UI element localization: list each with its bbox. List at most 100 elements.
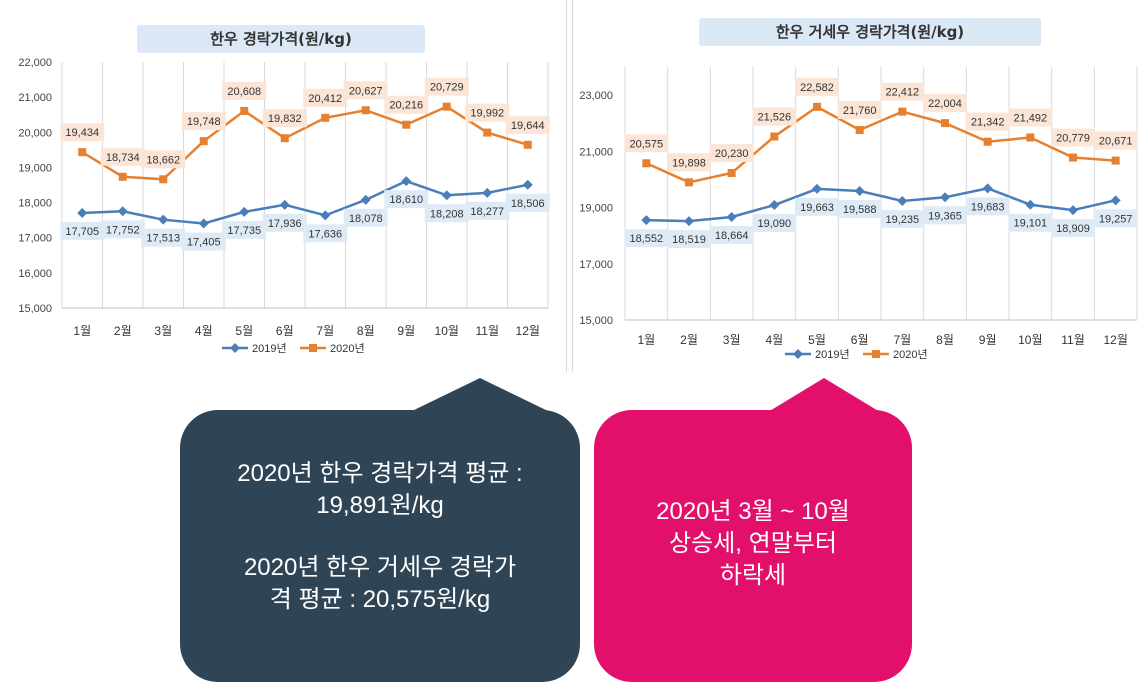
- data-point: [78, 148, 87, 157]
- y-tick-label: 15,000: [579, 315, 613, 327]
- data-label-bg: [100, 220, 145, 239]
- callout-tail: [410, 378, 550, 412]
- callout-line: 상승세, 연말부터: [669, 530, 837, 557]
- x-tick-label: 10월: [435, 324, 459, 338]
- data-label: 19,588: [843, 204, 877, 216]
- data-label: 18,078: [349, 213, 383, 225]
- series-line: [81, 105, 529, 181]
- data-point: [401, 176, 412, 187]
- data-point: [239, 206, 250, 217]
- data-point: [279, 199, 290, 210]
- data-point: [1111, 156, 1120, 165]
- legend-label: 2019년: [252, 342, 287, 355]
- data-label-bg: [624, 229, 669, 248]
- data-label-bg: [303, 88, 348, 107]
- data-label: 17,405: [187, 236, 221, 248]
- data-label-bg: [1008, 108, 1053, 127]
- data-point: [726, 212, 737, 223]
- x-tick-label: 6월: [276, 324, 294, 338]
- data-point: [280, 134, 289, 143]
- x-tick-label: 8월: [936, 333, 954, 347]
- data-label: 21,526: [758, 112, 792, 124]
- data-label-bg: [141, 228, 186, 247]
- data-point: [983, 137, 992, 146]
- data-point: [641, 215, 652, 226]
- x-tick-label: 2월: [680, 333, 698, 347]
- data-label: 19,434: [65, 127, 99, 139]
- data-label: 19,832: [268, 113, 302, 125]
- data-label: 17,705: [65, 226, 99, 238]
- data-point: [320, 210, 331, 221]
- callout-line: 2020년 3월 ~ 10월: [656, 498, 850, 525]
- chart-panel-steer: 한우 거세우 경락가격(원/kg) 15,000 17,000 19,000 21,0…: [572, 0, 1148, 372]
- y-tick-label: 15,000: [18, 303, 52, 315]
- data-label: 17,513: [146, 233, 180, 245]
- data-label-bg: [222, 220, 267, 239]
- data-label: 17,735: [227, 225, 261, 237]
- data-label: 18,519: [672, 234, 706, 246]
- data-point: [1026, 133, 1035, 142]
- data-label-bg: [923, 206, 967, 225]
- data-point: [482, 187, 493, 198]
- data-label: 19,257: [1099, 213, 1133, 225]
- data-label: 19,235: [886, 214, 920, 226]
- data-label-bg: [752, 107, 797, 126]
- x-tick-label: 7월: [316, 324, 334, 338]
- data-label: 20,575: [630, 138, 664, 150]
- x-tick-label: 9월: [397, 324, 415, 338]
- data-point: [1025, 199, 1036, 210]
- x-tick-label: 1월: [637, 333, 655, 347]
- data-label-bg: [343, 81, 388, 100]
- callout-trend: 2020년 3월 ~ 10월 상승세, 연말부터 하락세: [594, 410, 912, 682]
- data-point: [855, 125, 864, 134]
- data-point: [240, 106, 249, 115]
- data-point: [854, 186, 865, 197]
- data-label: 20,627: [349, 85, 383, 97]
- legend-marker: [793, 349, 803, 359]
- data-point: [897, 195, 908, 206]
- data-label-bg: [1051, 128, 1095, 147]
- data-label: 22,004: [928, 98, 962, 110]
- callout-tail: [768, 378, 880, 412]
- data-point: [684, 216, 694, 227]
- data-label-bg: [384, 95, 429, 114]
- data-label-bg: [100, 147, 145, 166]
- data-point: [813, 102, 821, 111]
- x-tick-label: 8월: [357, 324, 375, 338]
- data-label: 19,748: [187, 116, 221, 128]
- data-label-bg: [141, 150, 186, 169]
- data-point: [523, 140, 532, 149]
- data-label-bg: [837, 100, 882, 119]
- legend-label: 2020년: [893, 348, 928, 361]
- data-label: 18,552: [630, 233, 664, 245]
- y-tick-label: 19,000: [579, 203, 613, 215]
- data-label-bg: [181, 232, 226, 251]
- data-label-bg: [795, 197, 839, 216]
- data-label-bg: [60, 123, 105, 142]
- x-tick-label: 3월: [154, 324, 172, 338]
- x-tick-label: 4월: [765, 333, 783, 347]
- data-label: 21,492: [1014, 113, 1048, 125]
- data-point: [117, 206, 128, 217]
- y-tick-label: 17,000: [579, 259, 613, 271]
- y-tick-label: 22,000: [18, 57, 52, 69]
- data-label-bg: [424, 204, 469, 223]
- x-tick-label: 4월: [195, 324, 213, 338]
- data-label-bg: [1093, 131, 1138, 150]
- data-label: 18,909: [1056, 223, 1090, 235]
- y-tick-label: 21,000: [18, 92, 52, 104]
- callout-average-prices: 2020년 한우 경락가격 평균 : 19,891원/kg 2020년 한우 거…: [180, 410, 580, 682]
- x-tick-label: 9월: [979, 333, 997, 347]
- callout-line: 2020년 한우 경락가격 평균 :: [237, 460, 523, 487]
- data-point: [77, 207, 88, 218]
- data-label: 19,992: [470, 108, 504, 120]
- data-label: 19,644: [511, 120, 545, 132]
- data-point: [321, 113, 330, 122]
- data-label: 20,671: [1099, 136, 1133, 148]
- data-point: [898, 107, 907, 116]
- data-label: 18,277: [470, 206, 504, 218]
- data-label-bg: [222, 81, 267, 100]
- data-point: [769, 200, 780, 211]
- y-tick-label: 19,000: [18, 162, 52, 174]
- data-label-bg: [262, 109, 307, 128]
